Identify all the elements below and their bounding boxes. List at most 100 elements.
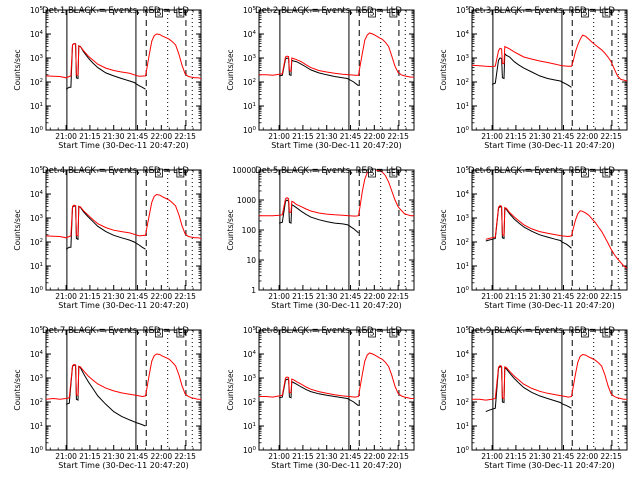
marker-s-label: S bbox=[370, 329, 375, 338]
y-tick-label: 100 bbox=[30, 126, 44, 135]
y-tick-label: 101 bbox=[243, 422, 256, 431]
x-tick-label: 21:30 bbox=[529, 452, 551, 461]
marker-s-box bbox=[581, 328, 589, 338]
series-lld-line bbox=[485, 205, 627, 269]
series-lld-line bbox=[46, 33, 201, 79]
y-tick-label: 102 bbox=[30, 398, 43, 407]
y-tick-label: 103 bbox=[30, 374, 44, 383]
marker-e-label: E bbox=[178, 329, 183, 338]
y-tick-label: 104 bbox=[30, 350, 44, 359]
plot-area bbox=[46, 10, 201, 130]
x-tick-label: 22:00 bbox=[364, 132, 386, 141]
x-tick-label: 21:45 bbox=[340, 132, 362, 141]
plot-frame bbox=[45, 169, 202, 291]
marker-e-label: E bbox=[391, 9, 396, 18]
plot-area bbox=[259, 170, 414, 290]
y-tick-label: 105 bbox=[243, 6, 257, 15]
x-tick-label: 22:00 bbox=[577, 452, 599, 461]
plot-frame bbox=[471, 169, 628, 291]
series-lld-line bbox=[472, 34, 627, 82]
marker-e-box bbox=[602, 8, 611, 18]
plot-area bbox=[46, 170, 201, 290]
y-tick-label: 105 bbox=[30, 326, 44, 335]
plot-area bbox=[46, 330, 201, 450]
y-tick-label: 101 bbox=[30, 262, 43, 271]
x-tick-label: 21:45 bbox=[553, 452, 575, 461]
y-tick-label: 105 bbox=[456, 6, 470, 15]
y-tick-label: 103 bbox=[30, 54, 44, 63]
x-tick-label: 21:00 bbox=[268, 452, 290, 461]
y-tick-label: 1 bbox=[251, 286, 256, 295]
marker-e-box bbox=[176, 328, 185, 338]
y-tick-label: 100 bbox=[456, 446, 470, 455]
x-tick-label: 21:30 bbox=[316, 132, 338, 141]
y-tick-label: 1000 bbox=[237, 196, 256, 205]
series-lld-line bbox=[259, 352, 414, 399]
y-tick-label: 104 bbox=[243, 30, 257, 39]
panel-title: Det 4 BLACK = Events, RED = LLD bbox=[42, 166, 189, 176]
y-tick-label: 102 bbox=[30, 78, 43, 87]
x-tick-label: 21:45 bbox=[340, 292, 362, 301]
series-events-line bbox=[491, 52, 572, 88]
marker-e-box bbox=[389, 328, 398, 338]
x-tick-label: 22:00 bbox=[151, 132, 173, 141]
marker-s-box bbox=[581, 8, 589, 18]
x-axis-label: Start Time (30-Dec-11 20:47:20) bbox=[58, 461, 189, 470]
marker-e-label: E bbox=[604, 9, 609, 18]
y-tick-label: 105 bbox=[30, 6, 44, 15]
marker-s-label: S bbox=[583, 9, 588, 18]
x-axis-label: Start Time (30-Dec-11 20:47:20) bbox=[271, 301, 402, 310]
x-tick-label: 21:30 bbox=[103, 452, 125, 461]
y-tick-label: 102 bbox=[456, 78, 469, 87]
y-tick-label: 104 bbox=[30, 190, 44, 199]
x-tick-label: 21:30 bbox=[316, 452, 338, 461]
marker-e-label: E bbox=[604, 329, 609, 338]
marker-s-box bbox=[155, 328, 163, 338]
panel-title: Det 6 BLACK = Events, RED = LLD bbox=[468, 166, 615, 176]
y-tick-label: 103 bbox=[243, 374, 257, 383]
y-tick-label: 100 bbox=[243, 126, 257, 135]
y-tick-label: 101 bbox=[456, 422, 469, 431]
marker-s-label: S bbox=[583, 169, 588, 178]
y-tick-label: 103 bbox=[456, 214, 470, 223]
y-tick-label: 104 bbox=[30, 30, 44, 39]
y-tick-label: 102 bbox=[30, 238, 43, 247]
x-tick-label: 21:00 bbox=[55, 132, 77, 141]
x-tick-label: 22:00 bbox=[364, 292, 386, 301]
plot-frame bbox=[471, 329, 628, 451]
marker-e-box bbox=[389, 168, 398, 178]
x-axis-label: Start Time (30-Dec-11 20:47:20) bbox=[484, 141, 615, 150]
x-tick-label: 21:45 bbox=[127, 452, 149, 461]
marker-s-label: S bbox=[370, 9, 375, 18]
y-tick-label: 101 bbox=[456, 102, 469, 111]
plot-area bbox=[259, 10, 414, 130]
x-tick-label: 21:15 bbox=[292, 132, 314, 141]
y-tick-label: 100 bbox=[30, 286, 44, 295]
marker-s-box bbox=[368, 328, 376, 338]
x-axis-label: Start Time (30-Dec-11 20:47:20) bbox=[271, 141, 402, 150]
marker-s-label: S bbox=[157, 169, 162, 178]
plot-frame bbox=[45, 9, 202, 131]
marker-e-label: E bbox=[391, 329, 396, 338]
panel-title: Det 8 BLACK = Events, RED = LLD bbox=[255, 326, 402, 336]
marker-e-label: E bbox=[604, 169, 609, 178]
series-lld-line bbox=[259, 170, 414, 217]
x-tick-label: 21:00 bbox=[481, 132, 503, 141]
x-tick-label: 21:15 bbox=[79, 452, 101, 461]
x-tick-label: 21:00 bbox=[55, 452, 77, 461]
plot-area bbox=[472, 10, 627, 130]
panel-title: Det 3 BLACK = Events, RED = LLD bbox=[468, 6, 615, 16]
x-tick-label: 22:00 bbox=[364, 452, 386, 461]
x-tick-label: 22:15 bbox=[600, 292, 622, 301]
y-axis-label: Counts/sec bbox=[13, 49, 22, 90]
x-tick-label: 22:00 bbox=[577, 132, 599, 141]
x-tick-label: 21:30 bbox=[529, 132, 551, 141]
marker-s-box bbox=[155, 168, 163, 178]
x-tick-label: 21:15 bbox=[505, 452, 527, 461]
